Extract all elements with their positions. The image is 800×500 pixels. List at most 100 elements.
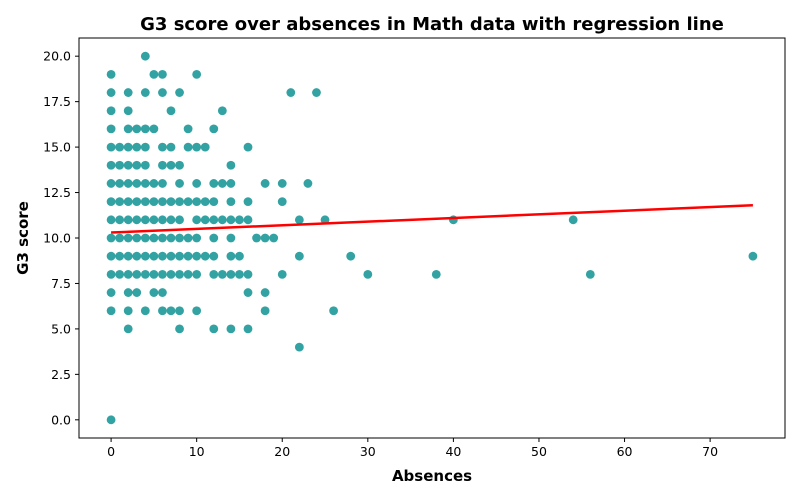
data-point — [132, 160, 142, 170]
data-point — [132, 142, 142, 152]
data-point — [175, 88, 184, 97]
data-point — [277, 197, 287, 207]
data-point — [132, 269, 142, 279]
data-point — [166, 106, 176, 116]
data-point — [123, 324, 133, 334]
data-point — [166, 215, 176, 225]
y-tick-label: 2.5 — [51, 367, 71, 382]
data-point — [106, 124, 116, 134]
data-point — [209, 124, 219, 134]
data-point — [106, 415, 116, 425]
data-point — [106, 106, 116, 116]
data-point — [132, 233, 142, 243]
data-point — [585, 269, 595, 279]
data-point — [140, 88, 150, 97]
x-tick-label: 70 — [702, 444, 718, 459]
y-tick-label: 0.0 — [51, 412, 71, 427]
data-point — [209, 179, 219, 188]
data-point — [106, 233, 116, 243]
y-axis-label: G3 score — [14, 201, 32, 275]
x-axis-label: Absences — [392, 467, 472, 485]
data-point — [166, 269, 176, 279]
data-point — [106, 160, 116, 170]
data-point — [568, 215, 578, 225]
data-point — [166, 251, 176, 261]
regression-line-layer — [111, 204, 753, 234]
data-point — [106, 269, 116, 279]
data-point — [209, 269, 219, 279]
data-point — [312, 88, 321, 97]
data-point — [123, 197, 133, 207]
data-point — [226, 324, 236, 334]
data-point — [123, 179, 133, 188]
data-point — [200, 215, 210, 225]
data-point — [192, 179, 202, 188]
data-point — [106, 179, 116, 188]
data-point — [149, 233, 159, 243]
data-point — [149, 124, 159, 134]
data-point — [243, 142, 253, 152]
data-point — [115, 215, 125, 225]
data-point — [140, 179, 150, 188]
data-point — [294, 251, 304, 261]
data-point — [123, 269, 133, 279]
data-point — [175, 197, 184, 207]
data-point — [149, 269, 159, 279]
x-tick-label: 50 — [531, 444, 547, 459]
data-point — [192, 233, 202, 243]
data-point — [235, 215, 244, 225]
data-point — [192, 269, 202, 279]
data-point — [303, 179, 313, 188]
data-point — [175, 251, 184, 261]
data-point — [209, 251, 219, 261]
data-point — [346, 251, 356, 261]
data-point — [209, 324, 219, 334]
data-point — [175, 179, 184, 188]
data-point — [192, 142, 202, 152]
data-point — [132, 179, 142, 188]
y-tick-label: 10.0 — [43, 231, 71, 246]
data-point — [320, 215, 330, 225]
data-point — [132, 197, 142, 207]
data-point — [183, 124, 193, 134]
data-point — [260, 288, 270, 297]
data-point — [175, 160, 184, 170]
data-point — [431, 269, 441, 279]
data-point — [115, 179, 125, 188]
data-point — [106, 306, 116, 316]
data-point — [200, 197, 210, 207]
data-point — [132, 288, 142, 297]
data-point — [158, 233, 167, 243]
data-point — [123, 288, 133, 297]
data-point — [226, 215, 236, 225]
data-point — [140, 269, 150, 279]
data-point — [158, 269, 167, 279]
data-point — [149, 251, 159, 261]
data-point — [115, 197, 125, 207]
data-point — [123, 106, 133, 116]
data-point — [106, 69, 116, 79]
data-point — [158, 160, 167, 170]
data-point — [140, 197, 150, 207]
data-point — [183, 197, 193, 207]
data-point — [106, 288, 116, 297]
data-point — [175, 324, 184, 334]
data-point — [235, 251, 244, 261]
chart-title: G3 score over absences in Math data with… — [140, 14, 724, 35]
data-point — [106, 142, 116, 152]
data-point — [277, 269, 287, 279]
data-point — [200, 251, 210, 261]
data-point — [183, 233, 193, 243]
data-point — [158, 197, 167, 207]
data-point — [123, 124, 133, 134]
data-point — [175, 215, 184, 225]
data-point — [243, 197, 253, 207]
data-point — [294, 342, 304, 352]
data-point — [123, 142, 133, 152]
data-point — [140, 306, 150, 316]
data-point — [260, 306, 270, 316]
data-point — [166, 142, 176, 152]
data-point — [175, 269, 184, 279]
data-point — [252, 233, 261, 243]
